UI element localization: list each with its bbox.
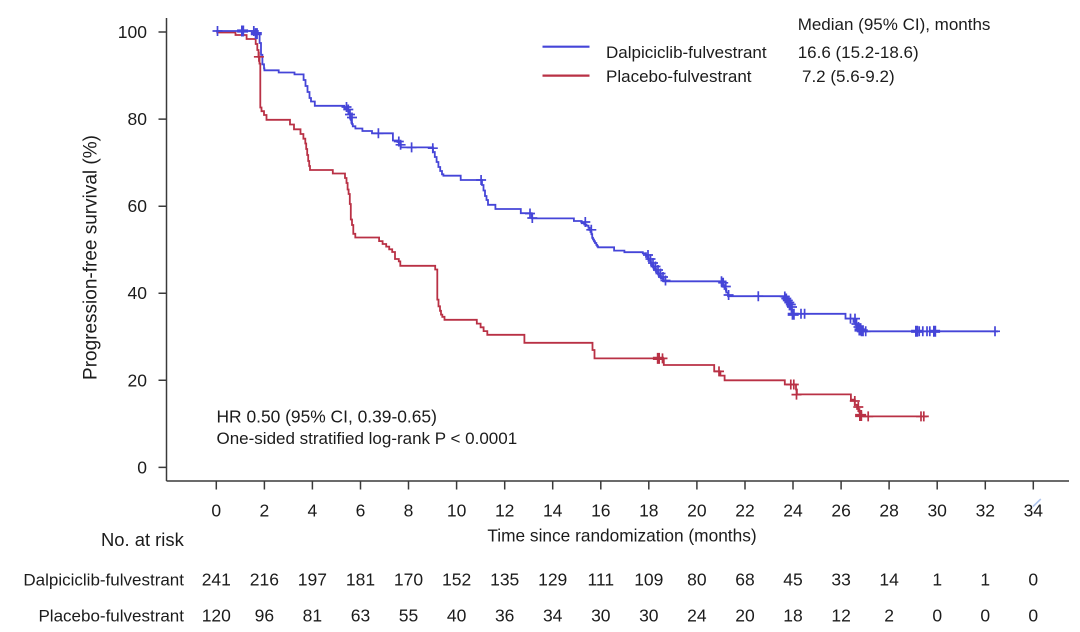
svg-text:26: 26 bbox=[831, 501, 850, 521]
svg-text:4: 4 bbox=[308, 501, 318, 521]
svg-text:12: 12 bbox=[831, 606, 850, 626]
svg-text:16.6 (15.2-18.6): 16.6 (15.2-18.6) bbox=[798, 43, 919, 62]
svg-text:20: 20 bbox=[687, 501, 707, 521]
svg-text:One-sided stratified log-rank: One-sided stratified log-rank P < 0.0001 bbox=[217, 429, 518, 448]
svg-text:Dalpiciclib-fulvestrant: Dalpiciclib-fulvestrant bbox=[606, 43, 767, 62]
svg-text:0: 0 bbox=[211, 501, 221, 521]
svg-text:109: 109 bbox=[634, 570, 663, 590]
svg-text:18: 18 bbox=[639, 501, 658, 521]
svg-text:152: 152 bbox=[442, 570, 471, 590]
svg-text:81: 81 bbox=[303, 606, 322, 626]
svg-text:34: 34 bbox=[543, 606, 563, 626]
svg-text:55: 55 bbox=[399, 606, 418, 626]
svg-text:30: 30 bbox=[927, 501, 947, 521]
svg-text:22: 22 bbox=[735, 501, 754, 521]
svg-text:0: 0 bbox=[980, 606, 990, 626]
svg-text:135: 135 bbox=[490, 570, 519, 590]
svg-text:Placebo-fulvestrant: Placebo-fulvestrant bbox=[606, 67, 752, 86]
svg-text:20: 20 bbox=[128, 370, 148, 390]
svg-text:Placebo-fulvestrant: Placebo-fulvestrant bbox=[38, 607, 184, 626]
svg-text:28: 28 bbox=[879, 501, 898, 521]
svg-text:30: 30 bbox=[639, 606, 659, 626]
svg-text:No. at risk: No. at risk bbox=[101, 529, 185, 550]
svg-text:14: 14 bbox=[879, 570, 899, 590]
svg-text:170: 170 bbox=[394, 570, 423, 590]
svg-text:96: 96 bbox=[255, 606, 274, 626]
svg-text:0: 0 bbox=[1028, 570, 1038, 590]
svg-text:HR 0.50 (95% CI, 0.39-0.65): HR 0.50 (95% CI, 0.39-0.65) bbox=[217, 407, 437, 427]
svg-text:40: 40 bbox=[447, 606, 467, 626]
svg-text:241: 241 bbox=[202, 570, 231, 590]
svg-text:24: 24 bbox=[687, 606, 707, 626]
svg-text:33: 33 bbox=[831, 570, 850, 590]
svg-text:1: 1 bbox=[980, 570, 990, 590]
svg-text:0: 0 bbox=[932, 606, 942, 626]
svg-text:Median (95% CI), months: Median (95% CI), months bbox=[798, 15, 991, 34]
svg-text:1: 1 bbox=[932, 570, 942, 590]
svg-text:34: 34 bbox=[1024, 501, 1044, 521]
svg-text:12: 12 bbox=[495, 501, 514, 521]
svg-text:129: 129 bbox=[538, 570, 567, 590]
svg-text:0: 0 bbox=[1028, 606, 1038, 626]
svg-text:111: 111 bbox=[587, 570, 614, 590]
svg-text:63: 63 bbox=[351, 606, 370, 626]
svg-text:36: 36 bbox=[495, 606, 514, 626]
svg-text:Time since randomization (mont: Time since randomization (months) bbox=[487, 526, 756, 546]
svg-text:32: 32 bbox=[976, 501, 995, 521]
svg-text:2: 2 bbox=[884, 606, 894, 626]
svg-text:100: 100 bbox=[118, 22, 147, 42]
svg-text:18: 18 bbox=[783, 606, 802, 626]
svg-text:40: 40 bbox=[128, 283, 148, 303]
svg-text:7.2 (5.6-9.2): 7.2 (5.6-9.2) bbox=[802, 67, 895, 86]
svg-text:197: 197 bbox=[298, 570, 327, 590]
svg-text:68: 68 bbox=[735, 570, 754, 590]
svg-text:216: 216 bbox=[250, 570, 279, 590]
svg-text:120: 120 bbox=[202, 606, 231, 626]
svg-text:80: 80 bbox=[687, 570, 707, 590]
svg-text:Progression-free survival (%): Progression-free survival (%) bbox=[81, 135, 102, 380]
svg-text:14: 14 bbox=[543, 501, 563, 521]
svg-text:10: 10 bbox=[447, 501, 467, 521]
svg-text:80: 80 bbox=[128, 109, 148, 129]
svg-text:30: 30 bbox=[591, 606, 611, 626]
svg-text:181: 181 bbox=[346, 570, 375, 590]
svg-text:16: 16 bbox=[591, 501, 610, 521]
svg-text:60: 60 bbox=[128, 196, 148, 216]
svg-text:45: 45 bbox=[783, 570, 802, 590]
svg-text:2: 2 bbox=[260, 501, 270, 521]
svg-text:Dalpiciclib-fulvestrant: Dalpiciclib-fulvestrant bbox=[23, 571, 184, 590]
svg-text:20: 20 bbox=[735, 606, 755, 626]
svg-text:24: 24 bbox=[783, 501, 803, 521]
svg-text:6: 6 bbox=[356, 501, 366, 521]
svg-text:8: 8 bbox=[404, 501, 414, 521]
svg-text:0: 0 bbox=[137, 457, 147, 477]
